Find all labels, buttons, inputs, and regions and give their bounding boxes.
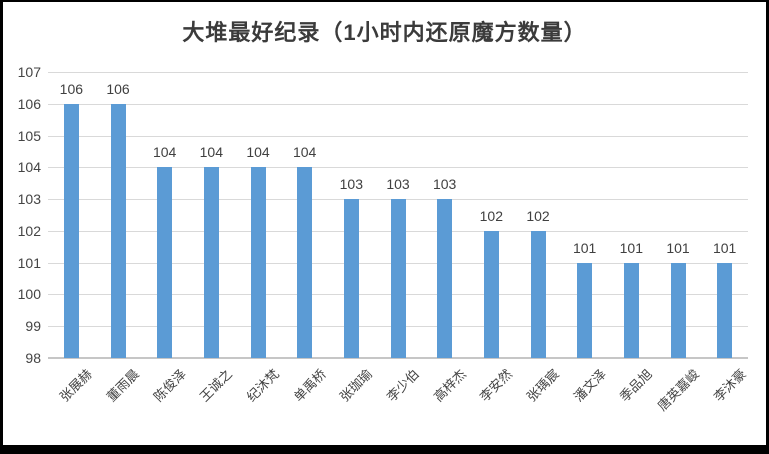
y-axis-tick-label: 107 [17, 64, 41, 80]
bar-value-label: 103 [386, 176, 410, 193]
x-axis-category-label: 张展赫 [57, 366, 96, 405]
bar [110, 103, 126, 358]
y-axis-tick-label: 104 [17, 159, 41, 176]
y-axis-tick-label: 99 [25, 318, 41, 335]
bar [577, 262, 593, 358]
bar-value-label: 101 [619, 239, 643, 256]
y-axis-tick-label: 103 [17, 191, 41, 208]
gridline [48, 135, 748, 137]
bar-value-label: 102 [526, 207, 550, 224]
x-axis-category-label: 陈俊泽 [150, 366, 189, 405]
y-axis-tick-label: 105 [17, 127, 41, 144]
bar-value-label: 104 [152, 144, 177, 161]
bar-value-label: 104 [246, 144, 270, 161]
chart-title: 大堆最好纪录（1小时内还原魔方数量） [182, 20, 587, 45]
gridline [48, 103, 748, 105]
x-axis-category-label: 季品旭 [617, 366, 656, 405]
y-axis-tick-label: 98 [25, 350, 41, 366]
x-axis-line [48, 357, 748, 359]
bar [203, 167, 219, 358]
x-axis-category-label: 唐英嘉峻 [654, 366, 702, 414]
bar-value-label: 104 [292, 144, 317, 161]
bar [343, 199, 359, 358]
x-axis-category-label: 潘文泽 [570, 366, 609, 405]
bar-value-label: 101 [666, 239, 690, 256]
bar [390, 199, 406, 358]
bar-value-label: 101 [712, 239, 737, 256]
bar [437, 199, 453, 358]
y-axis-tick-label: 106 [17, 95, 41, 112]
x-axis-category-label: 单禹桥 [290, 366, 329, 405]
bar [623, 262, 639, 358]
bar-value-label: 104 [199, 144, 223, 161]
y-axis-tick-label: 100 [17, 286, 41, 303]
x-axis-category-label: 张珈瑜 [337, 366, 376, 405]
x-axis-category-label: 王诚之 [197, 366, 236, 405]
x-axis-category-label: 董雨晨 [103, 366, 142, 405]
bar [717, 262, 733, 358]
x-axis-category-label: 张瑀宸 [523, 366, 562, 405]
bar-value-label: 106 [106, 80, 130, 97]
bar [157, 167, 173, 358]
bar [250, 167, 266, 358]
x-axis-category-label: 李安然 [477, 366, 516, 405]
bar-value-label: 102 [479, 207, 503, 224]
bar-value-label: 101 [572, 239, 597, 256]
y-axis-tick-label: 101 [17, 254, 41, 271]
plot-area: 98 99 100 101 102 103 104 105 106 107 106 张展赫 106 董雨晨… [18, 65, 749, 414]
y-axis-tick-label: 102 [17, 222, 41, 239]
gridline [48, 72, 748, 73]
gridline [48, 167, 748, 169]
bar [297, 167, 313, 358]
x-axis-category-label: 李少伯 [383, 366, 422, 405]
bar-value-label: 103 [339, 176, 363, 193]
bar [670, 262, 686, 358]
x-axis-category-label: 高梓杰 [430, 366, 469, 405]
bar-value-label: 106 [59, 80, 84, 97]
bar-value-label: 103 [432, 176, 457, 193]
bar [63, 103, 79, 358]
bar [483, 230, 499, 358]
bar [530, 230, 546, 358]
x-axis-category-label: 李沐豪 [710, 366, 749, 405]
x-axis-category-label: 纪沐梵 [243, 366, 282, 405]
